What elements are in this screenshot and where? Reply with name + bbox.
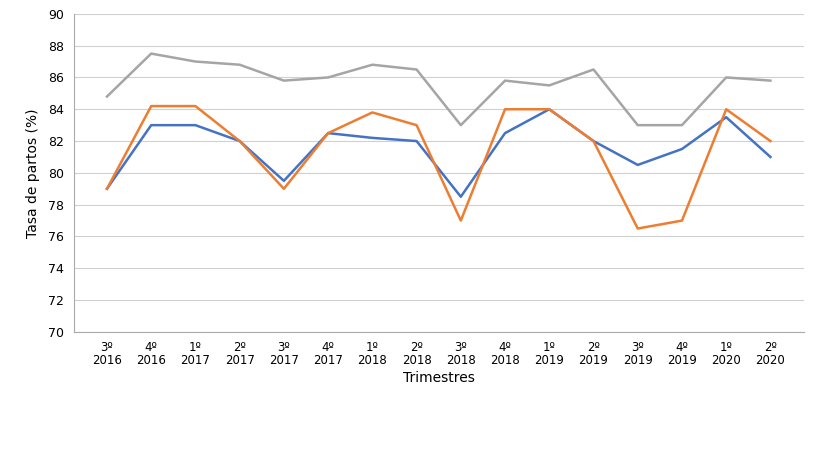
Ciclos 3 a 6 [544, 83, 554, 88]
Ciclos 3 a 6 [588, 67, 598, 72]
Ciclo 2 [278, 186, 288, 192]
Ciclo 1 [500, 130, 509, 136]
Line: Ciclo 1: Ciclo 1 [106, 109, 770, 197]
Ciclo 1 [588, 138, 598, 144]
Ciclo 1 [367, 135, 377, 141]
Ciclo 2 [676, 218, 686, 224]
Ciclo 2 [588, 138, 598, 144]
Ciclo 1 [721, 114, 731, 120]
Ciclo 2 [102, 186, 111, 192]
Text: 2017: 2017 [224, 354, 254, 367]
Text: 4º: 4º [498, 342, 511, 355]
Ciclos 3 a 6 [146, 51, 156, 56]
Text: 1º: 1º [188, 342, 201, 355]
Ciclo 2 [367, 110, 377, 115]
Text: 3º: 3º [454, 342, 467, 355]
Y-axis label: Tasa de partos (%): Tasa de partos (%) [25, 108, 39, 237]
Ciclos 3 a 6 [411, 67, 421, 72]
Text: 1º: 1º [542, 342, 555, 355]
X-axis label: Trimestres: Trimestres [402, 371, 474, 385]
Text: 2º: 2º [763, 342, 776, 355]
Ciclo 1 [544, 106, 554, 112]
Text: 2º: 2º [233, 342, 246, 355]
Line: Ciclo 2: Ciclo 2 [106, 106, 770, 229]
Ciclo 2 [455, 218, 465, 224]
Ciclos 3 a 6 [455, 122, 465, 128]
Text: 2019: 2019 [666, 354, 696, 367]
Text: 2018: 2018 [446, 354, 475, 367]
Ciclos 3 a 6 [676, 122, 686, 128]
Text: 1º: 1º [719, 342, 731, 355]
Ciclo 1 [102, 186, 111, 192]
Ciclos 3 a 6 [721, 75, 731, 80]
Ciclo 2 [190, 103, 200, 109]
Ciclo 1 [676, 146, 686, 152]
Ciclo 2 [234, 138, 244, 144]
Ciclo 1 [455, 194, 465, 200]
Text: 2017: 2017 [313, 354, 342, 367]
Text: 2020: 2020 [754, 354, 785, 367]
Text: 2020: 2020 [710, 354, 740, 367]
Ciclos 3 a 6 [632, 122, 642, 128]
Ciclo 1 [234, 138, 244, 144]
Ciclo 2 [500, 106, 509, 112]
Text: 4º: 4º [145, 342, 157, 355]
Text: 2º: 2º [410, 342, 423, 355]
Text: 3º: 3º [277, 342, 290, 355]
Ciclo 2 [544, 106, 554, 112]
Text: 2019: 2019 [622, 354, 652, 367]
Ciclo 1 [323, 130, 333, 136]
Line: Ciclos 3 a 6: Ciclos 3 a 6 [106, 53, 770, 125]
Ciclo 1 [632, 162, 642, 168]
Text: 2018: 2018 [490, 354, 519, 367]
Text: 2017: 2017 [180, 354, 210, 367]
Text: 2016: 2016 [92, 354, 122, 367]
Ciclo 1 [765, 154, 775, 160]
Ciclo 1 [411, 138, 421, 144]
Ciclo 1 [278, 178, 288, 183]
Ciclo 2 [323, 130, 333, 136]
Text: 4º: 4º [321, 342, 334, 355]
Ciclos 3 a 6 [190, 59, 200, 64]
Text: 1º: 1º [365, 342, 378, 355]
Ciclo 1 [190, 122, 200, 128]
Ciclo 2 [411, 122, 421, 128]
Ciclos 3 a 6 [367, 62, 377, 67]
Ciclos 3 a 6 [323, 75, 333, 80]
Ciclos 3 a 6 [102, 94, 111, 99]
Text: 3º: 3º [631, 342, 644, 355]
Ciclos 3 a 6 [500, 78, 509, 83]
Ciclo 2 [721, 106, 731, 112]
Ciclos 3 a 6 [234, 62, 244, 67]
Text: 3º: 3º [101, 342, 113, 355]
Ciclo 2 [632, 226, 642, 231]
Text: 2019: 2019 [534, 354, 563, 367]
Ciclos 3 a 6 [765, 78, 775, 83]
Text: 2019: 2019 [578, 354, 608, 367]
Ciclo 2 [765, 138, 775, 144]
Text: 2017: 2017 [269, 354, 298, 367]
Text: 4º: 4º [675, 342, 688, 355]
Ciclos 3 a 6 [278, 78, 288, 83]
Ciclo 2 [146, 103, 156, 109]
Ciclo 1 [146, 122, 156, 128]
Text: 2016: 2016 [136, 354, 166, 367]
Text: 2018: 2018 [357, 354, 387, 367]
Text: 2º: 2º [586, 342, 600, 355]
Text: 2018: 2018 [401, 354, 431, 367]
